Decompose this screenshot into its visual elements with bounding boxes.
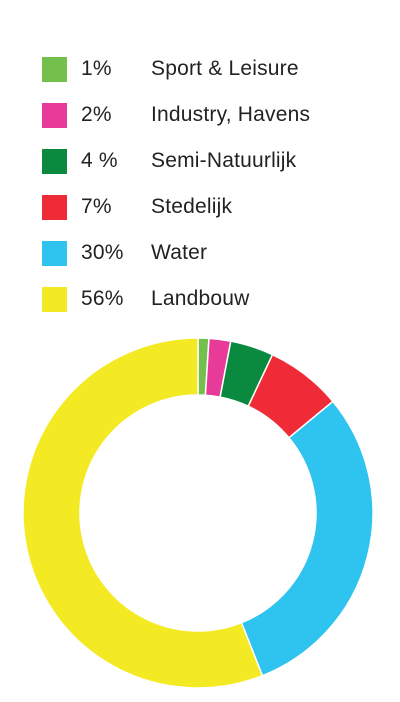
legend-label: Industry, Havens bbox=[151, 103, 310, 127]
legend-label: Semi-Natuurlijk bbox=[151, 149, 296, 173]
legend-swatch bbox=[42, 149, 67, 174]
legend-swatch bbox=[42, 103, 67, 128]
legend-item-industry-havens: 2% Industry, Havens bbox=[42, 92, 372, 138]
legend-percentage: 30% bbox=[81, 241, 151, 265]
legend-item-stedelijk: 7% Stedelijk bbox=[42, 184, 372, 230]
legend-percentage: 56% bbox=[81, 287, 151, 311]
donut-chart bbox=[0, 330, 400, 702]
legend-item-landbouw: 56% Landbouw bbox=[42, 276, 372, 322]
legend-item-water: 30% Water bbox=[42, 230, 372, 276]
legend-swatch bbox=[42, 195, 67, 220]
legend-item-semi-natuurlijk: 4 % Semi-Natuurlijk bbox=[42, 138, 372, 184]
legend-percentage: 4 % bbox=[81, 149, 151, 173]
legend-label: Sport & Leisure bbox=[151, 57, 299, 81]
legend-label: Landbouw bbox=[151, 287, 250, 311]
legend-label: Water bbox=[151, 241, 207, 265]
legend-percentage: 7% bbox=[81, 195, 151, 219]
legend-swatch bbox=[42, 57, 67, 82]
legend-percentage: 1% bbox=[81, 57, 151, 81]
legend-swatch bbox=[42, 287, 67, 312]
donut-slices bbox=[23, 338, 373, 688]
legend-percentage: 2% bbox=[81, 103, 151, 127]
legend: 1% Sport & Leisure 2% Industry, Havens 4… bbox=[42, 46, 372, 322]
donut-chart-container bbox=[0, 330, 400, 702]
donut-slice-water bbox=[241, 401, 373, 675]
legend-label: Stedelijk bbox=[151, 195, 232, 219]
legend-swatch bbox=[42, 241, 67, 266]
legend-item-sport-leisure: 1% Sport & Leisure bbox=[42, 46, 372, 92]
